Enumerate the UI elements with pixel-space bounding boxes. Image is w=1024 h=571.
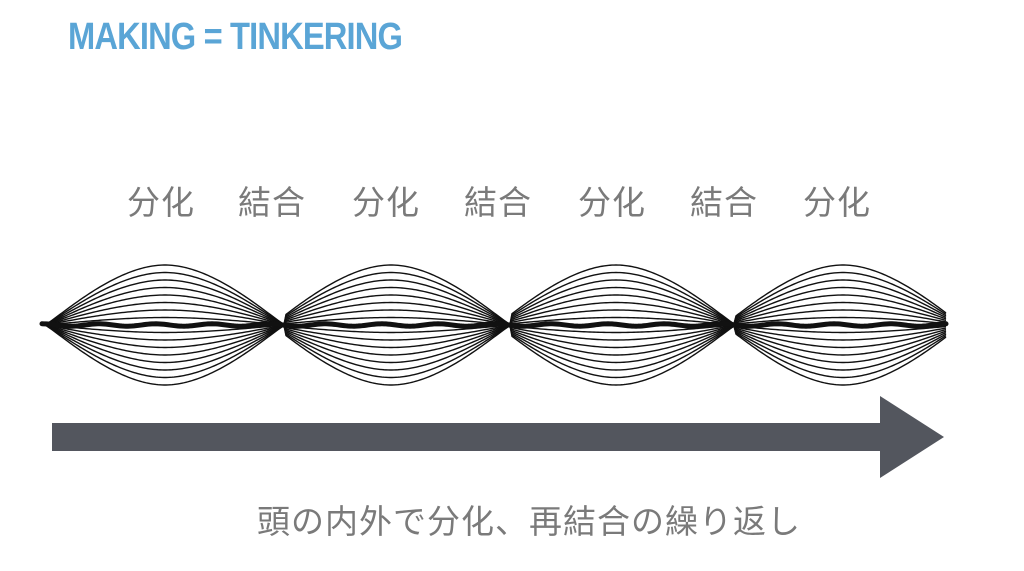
strand-line	[42, 324, 947, 379]
strand-line	[42, 294, 947, 326]
strand-core	[39, 321, 949, 329]
strand-line	[42, 264, 947, 326]
strand-line	[42, 301, 947, 326]
strand-line	[42, 324, 947, 364]
strand-line	[42, 279, 947, 326]
phase-labels: 分化 結合 分化 結合 分化 結合 分化	[0, 176, 1024, 226]
phase-label-differentiate-1: 分化	[127, 183, 195, 222]
phase-label-combine-2: 結合	[464, 183, 532, 222]
strand-line	[42, 324, 947, 386]
time-arrow	[52, 396, 944, 478]
caption: 頭の内外で分化、再結合の繰り返し	[257, 502, 801, 541]
strand-line	[42, 324, 947, 341]
phase-label-differentiate-2: 分化	[352, 183, 420, 222]
strand-line	[42, 286, 947, 326]
slide-title: MAKING = TINKERING	[68, 16, 403, 58]
strand-line	[42, 324, 947, 334]
strand-line	[42, 324, 947, 349]
strand-line	[42, 324, 947, 371]
phase-label-combine-1: 結合	[238, 183, 306, 222]
phase-label-differentiate-3: 分化	[578, 183, 646, 222]
strand-line	[42, 271, 947, 326]
strand-line	[42, 324, 947, 356]
phase-label-combine-3: 結合	[690, 183, 758, 222]
phase-label-differentiate-4: 分化	[803, 183, 871, 222]
braided-strands	[39, 264, 949, 386]
